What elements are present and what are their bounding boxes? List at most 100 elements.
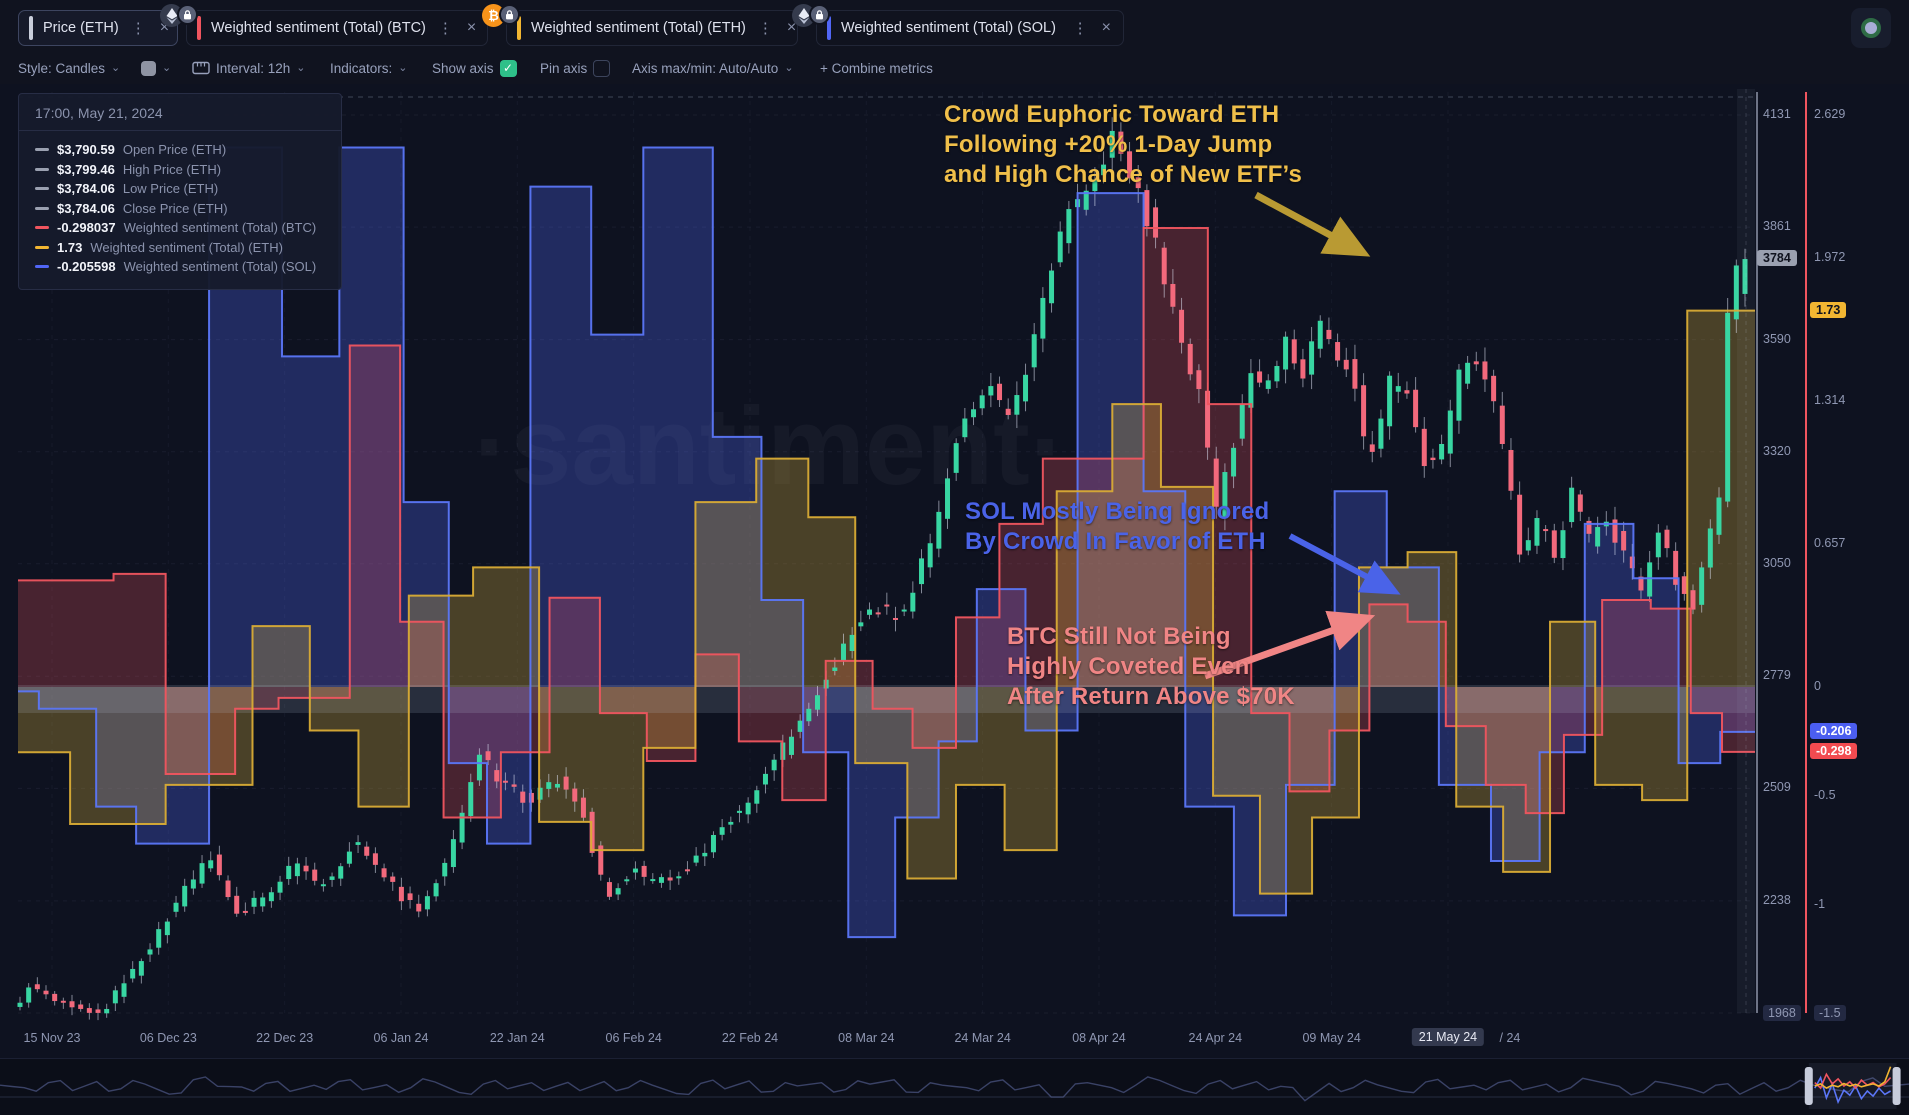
- price-axis-label: 2238: [1763, 892, 1791, 907]
- series-color-dash: [35, 265, 49, 269]
- tooltip-label: Weighted sentiment (Total) (BTC): [123, 220, 317, 236]
- tab-menu-icon[interactable]: ⋮: [1072, 20, 1088, 37]
- tab-weighted-sentiment-btc[interactable]: Weighted sentiment (Total) (BTC) ⋮ ×: [186, 10, 488, 46]
- tooltip-row: $3,784.06 Low Price (ETH): [35, 179, 325, 199]
- minimap-left-handle[interactable]: [1804, 1067, 1813, 1105]
- tab-menu-icon[interactable]: ⋮: [130, 20, 146, 37]
- date-tick-label: 24 Mar 24: [954, 1031, 1011, 1045]
- tooltip-row: $3,784.06 Close Price (ETH): [35, 199, 325, 219]
- annotation-line: and High Chance of New ETF’s: [944, 161, 1303, 188]
- minimap-canvas[interactable]: [0, 1059, 1909, 1115]
- metric-color-bar: [197, 16, 201, 40]
- minimap-wave: [0, 1076, 1909, 1102]
- price-axis-label: 1968: [1763, 1004, 1801, 1021]
- sentiment-axis-label: -1: [1814, 896, 1826, 911]
- lock-icon: [809, 4, 830, 25]
- tooltip-label: High Price (ETH): [122, 161, 222, 177]
- price-axis-label: 3320: [1763, 443, 1791, 458]
- show-axis-label: Show axis: [432, 60, 494, 76]
- eth-sentiment-fill: [18, 310, 1755, 894]
- minimap-right-handle[interactable]: [1892, 1067, 1901, 1105]
- date-tick-label: 22 Jan 24: [489, 1031, 545, 1045]
- style-dropdown[interactable]: Style: Candles ⌄: [18, 52, 120, 84]
- sentiment-axis-label: 0.657: [1814, 536, 1846, 551]
- series-color-dash: [35, 187, 49, 191]
- combine-metrics-label: + Combine metrics: [820, 60, 933, 76]
- tab-close-icon[interactable]: ×: [159, 19, 170, 36]
- sol-value-badge: -0.206: [1810, 722, 1858, 739]
- tooltip-value: 1.73: [57, 239, 83, 255]
- tab-weighted-sentiment-eth[interactable]: Weighted sentiment (Total) (ETH) ⋮ ×: [506, 10, 798, 46]
- tab-menu-icon[interactable]: ⋮: [437, 20, 453, 37]
- main-chart-area[interactable]: ·santiment· 17:00, May 21, 2024 $3,790.5…: [0, 84, 1909, 1025]
- show-axis-toggle[interactable]: Show axis ✓: [432, 52, 517, 84]
- annotation-line: Following +20% 1-Day Jump: [944, 131, 1273, 158]
- tab-menu-icon[interactable]: ⋮: [757, 20, 773, 37]
- color-swatch-dropdown[interactable]: ⌄: [141, 52, 171, 84]
- status-circle-icon: [1861, 18, 1881, 38]
- tooltip-row: -0.205598 Weighted sentiment (Total) (SO…: [35, 257, 325, 277]
- tooltip-row: 1.73 Weighted sentiment (Total) (ETH): [35, 238, 325, 258]
- annotation-line: By Crowd In Favor of ETH: [965, 528, 1266, 555]
- tab-close-icon[interactable]: ×: [786, 19, 797, 36]
- eth-value-badge: 1.73: [1810, 301, 1847, 318]
- chevron-down-icon: ⌄: [784, 61, 794, 74]
- eth-sentiment-line: [18, 309, 1755, 895]
- annotation-line: Crowd Euphoric Toward ETH: [944, 101, 1280, 128]
- sentiment-axis-label: 1.972: [1814, 249, 1846, 264]
- tooltip-label: Low Price (ETH): [122, 181, 219, 197]
- tab-label: Weighted sentiment (Total) (ETH): [531, 20, 746, 36]
- tab-label: Weighted sentiment (Total) (SOL): [841, 20, 1056, 36]
- tab-weighted-sentiment-sol[interactable]: Weighted sentiment (Total) (SOL) ⋮ ×: [816, 10, 1124, 46]
- btc-annotation-arrow: [1203, 610, 1376, 680]
- annotation-btc-not-coveted: BTC Still Not Being Highly Coveted Even …: [1007, 622, 1295, 712]
- combine-metrics-button[interactable]: + Combine metrics: [820, 52, 933, 84]
- tooltip-row: $3,790.59 Open Price (ETH): [35, 140, 325, 160]
- interval-label: Interval: 12h: [216, 60, 291, 76]
- chart-settings-button[interactable]: [1851, 8, 1891, 48]
- date-tick-label: 15 Nov 23: [23, 1031, 81, 1045]
- tab-close-icon[interactable]: ×: [466, 19, 477, 36]
- price-crosshair-badge: 3784: [1757, 250, 1797, 267]
- style-label: Style: Candles: [18, 60, 106, 76]
- axis-maxmin-dropdown[interactable]: Axis max/min: Auto/Auto ⌄: [632, 52, 794, 84]
- timeline-minimap[interactable]: [0, 1058, 1909, 1115]
- date-axis: 15 Nov 23 06 Dec 23 22 Dec 23 06 Jan 24 22 J…: [0, 1025, 1909, 1058]
- indicators-dropdown[interactable]: Indicators: ⌄: [330, 52, 408, 84]
- crosshair-column: [1737, 89, 1755, 1013]
- chart-toolbar: Style: Candles ⌄ ⌄ Interval: 12h ⌄ Indicat…: [0, 52, 1909, 84]
- interval-dropdown[interactable]: Interval: 12h ⌄: [192, 52, 306, 84]
- date-tick-label: 06 Dec 23: [139, 1031, 197, 1045]
- pin-axis-checkbox[interactable]: [593, 59, 611, 77]
- metric-color-bar: [517, 16, 521, 40]
- tooltip-label: Open Price (ETH): [122, 142, 227, 158]
- sol-sentiment-fill: [18, 147, 1755, 938]
- annotation-line: After Return Above $70K: [1007, 683, 1295, 710]
- btc-sentiment-fill: [18, 227, 1755, 818]
- chevron-down-icon: ⌄: [111, 61, 121, 74]
- pin-axis-toggle[interactable]: Pin axis: [540, 52, 611, 84]
- sentiment-axis-label: 0: [1814, 679, 1821, 693]
- tooltip-label: Close Price (ETH): [122, 200, 228, 216]
- tab-price-eth[interactable]: Price (ETH) ⋮ ×: [18, 10, 178, 46]
- tab-close-icon[interactable]: ×: [1101, 19, 1111, 36]
- show-axis-checkbox[interactable]: ✓: [499, 59, 517, 77]
- chart-canvas[interactable]: ·santiment·: [0, 84, 1909, 1025]
- tooltip-value: $3,784.06: [57, 200, 115, 216]
- sentiment-axis-label: 2.629: [1814, 107, 1846, 122]
- tooltip-value: $3,790.59: [57, 142, 115, 158]
- price-axis-label: 2779: [1763, 668, 1791, 683]
- date-crosshair-badge: 21 May 24: [1411, 1028, 1485, 1046]
- annotation-line: SOL Mostly Being Ignored: [965, 498, 1270, 525]
- date-tick-label: 09 May 24: [1302, 1031, 1361, 1045]
- chevron-down-icon: ⌄: [398, 61, 408, 74]
- btc-value-badge: -0.298: [1810, 742, 1858, 759]
- date-tick-label: 06 Feb 24: [605, 1031, 662, 1045]
- btc-sentiment-line: [18, 226, 1755, 819]
- sol-annotation-arrow: [1288, 533, 1401, 595]
- date-tick-label: 08 Mar 24: [838, 1031, 895, 1045]
- date-tick-label: 06 Jan 24: [373, 1031, 429, 1045]
- annotation-sol-ignored: SOL Mostly Being Ignored By Crowd In Fav…: [965, 497, 1269, 557]
- date-tick-label: 08 Apr 24: [1072, 1031, 1126, 1045]
- santiment-watermark: ·santiment·: [474, 385, 1067, 508]
